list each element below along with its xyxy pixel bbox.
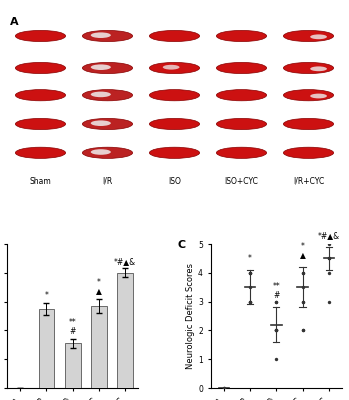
Text: *#▲&: *#▲& <box>114 257 136 266</box>
Point <box>247 284 253 290</box>
Ellipse shape <box>149 147 200 158</box>
Ellipse shape <box>91 92 111 97</box>
Ellipse shape <box>216 118 267 130</box>
Point <box>300 270 305 276</box>
Point <box>247 270 253 276</box>
Bar <box>65 343 81 388</box>
Ellipse shape <box>91 32 111 38</box>
Point <box>221 385 227 391</box>
Ellipse shape <box>149 30 200 42</box>
Text: *: * <box>248 254 252 263</box>
Point <box>274 356 279 362</box>
Text: A: A <box>10 17 19 27</box>
Bar <box>38 309 54 388</box>
Point <box>274 327 279 334</box>
Ellipse shape <box>283 90 334 101</box>
Text: I/R: I/R <box>102 177 113 186</box>
Ellipse shape <box>15 147 66 158</box>
Point <box>274 298 279 305</box>
Point <box>274 327 279 334</box>
Point <box>247 298 253 305</box>
Point <box>326 255 332 262</box>
Text: ISO: ISO <box>168 177 181 186</box>
Ellipse shape <box>149 118 200 130</box>
Text: *: * <box>44 291 48 300</box>
Ellipse shape <box>15 90 66 101</box>
Ellipse shape <box>310 66 327 71</box>
Ellipse shape <box>216 62 267 74</box>
Ellipse shape <box>15 30 66 42</box>
Ellipse shape <box>283 147 334 158</box>
Point <box>247 298 253 305</box>
Point <box>300 298 305 305</box>
Point <box>300 327 305 334</box>
Point <box>274 298 279 305</box>
Ellipse shape <box>216 147 267 158</box>
Text: *
▲: * ▲ <box>300 242 305 260</box>
Ellipse shape <box>82 147 133 158</box>
Ellipse shape <box>15 118 66 130</box>
Ellipse shape <box>91 149 111 155</box>
Ellipse shape <box>82 90 133 101</box>
Point <box>326 241 332 247</box>
Ellipse shape <box>149 90 200 101</box>
Point <box>247 270 253 276</box>
Bar <box>117 273 133 388</box>
Text: *
▲: * ▲ <box>96 278 102 296</box>
Point <box>221 385 227 391</box>
Point <box>247 298 253 305</box>
Text: **
#: ** # <box>273 282 280 300</box>
Ellipse shape <box>149 62 200 74</box>
Ellipse shape <box>283 30 334 42</box>
Point <box>326 270 332 276</box>
Ellipse shape <box>82 118 133 130</box>
Ellipse shape <box>91 64 111 70</box>
Point <box>300 284 305 290</box>
Y-axis label: Neurologic Deficit Scores: Neurologic Deficit Scores <box>186 263 195 369</box>
Point <box>326 298 332 305</box>
Text: I/R+CYC: I/R+CYC <box>293 177 324 186</box>
Ellipse shape <box>310 34 327 39</box>
Text: **
#: ** # <box>69 318 76 336</box>
Point <box>300 327 305 334</box>
Text: Sham: Sham <box>30 177 51 186</box>
Point <box>300 298 305 305</box>
Ellipse shape <box>216 30 267 42</box>
Point <box>247 270 253 276</box>
Ellipse shape <box>91 120 111 126</box>
Point <box>300 270 305 276</box>
Ellipse shape <box>216 90 267 101</box>
Bar <box>91 306 107 388</box>
Ellipse shape <box>163 65 179 70</box>
Ellipse shape <box>283 62 334 74</box>
Text: ISO+CYC: ISO+CYC <box>224 177 259 186</box>
Ellipse shape <box>15 62 66 74</box>
Point <box>274 327 279 334</box>
Text: *#▲&: *#▲& <box>318 231 340 240</box>
Ellipse shape <box>283 118 334 130</box>
Point <box>274 327 279 334</box>
Ellipse shape <box>82 30 133 42</box>
Point <box>326 255 332 262</box>
Ellipse shape <box>82 62 133 74</box>
Ellipse shape <box>310 94 327 98</box>
Point <box>326 255 332 262</box>
Text: C: C <box>178 240 186 250</box>
